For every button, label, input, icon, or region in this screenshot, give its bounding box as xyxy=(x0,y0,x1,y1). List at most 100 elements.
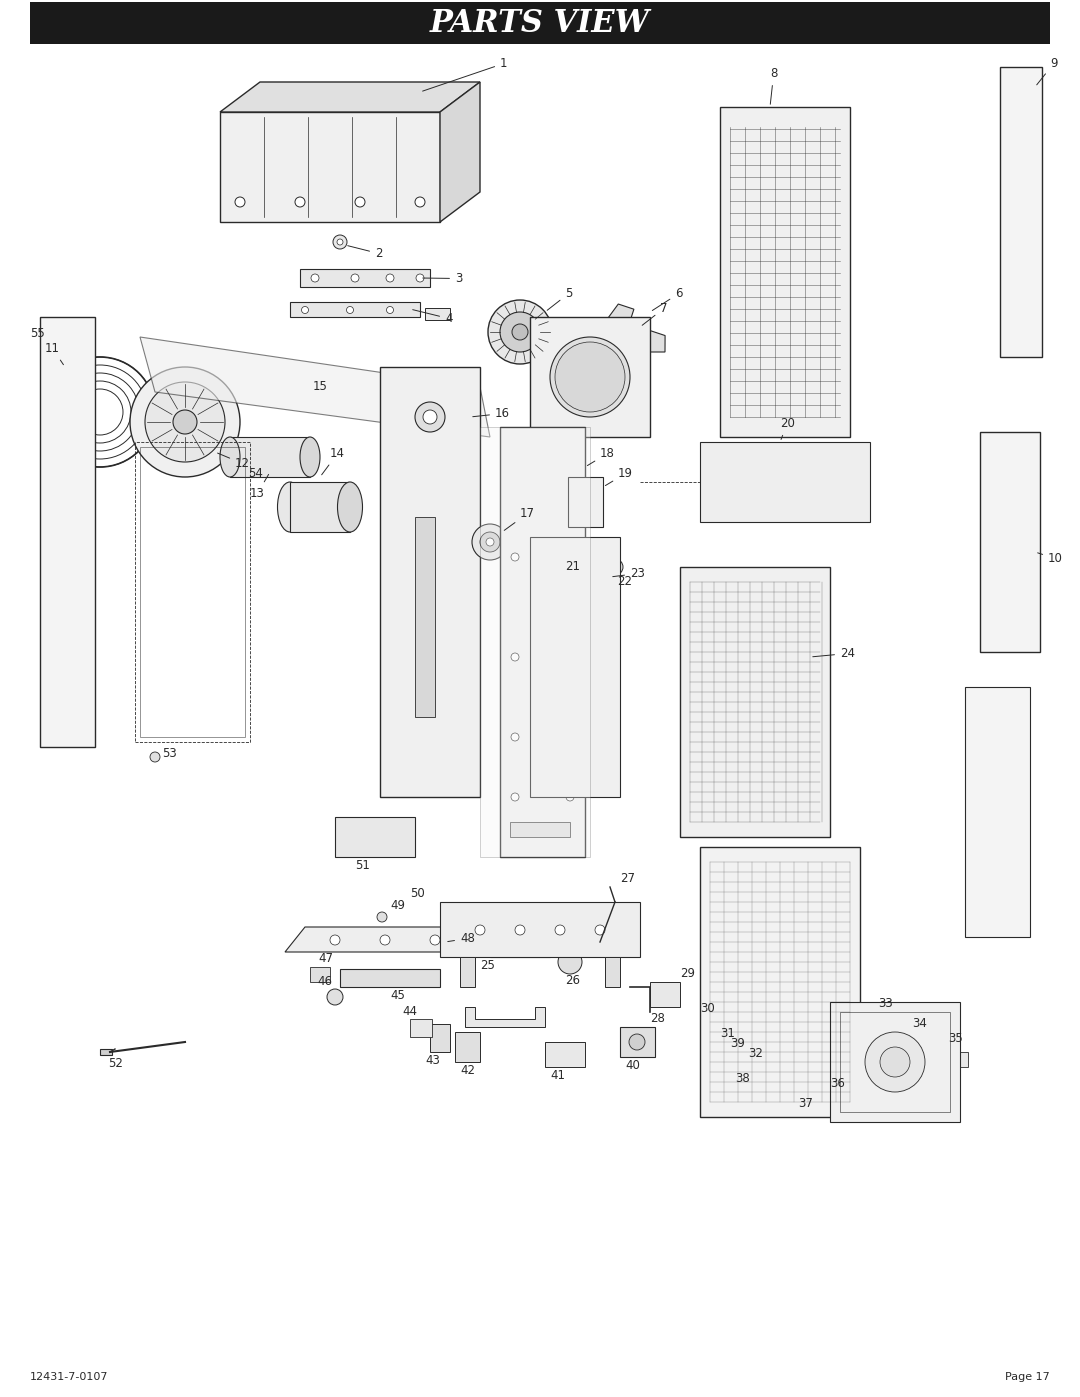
Circle shape xyxy=(333,235,347,249)
Text: 41: 41 xyxy=(550,1069,565,1083)
Circle shape xyxy=(475,925,485,935)
Polygon shape xyxy=(480,427,590,856)
Text: 9: 9 xyxy=(1037,57,1057,85)
Circle shape xyxy=(607,559,623,576)
Circle shape xyxy=(430,935,440,944)
Text: 24: 24 xyxy=(813,647,855,659)
Text: 42: 42 xyxy=(460,1065,475,1077)
Bar xyxy=(980,432,1040,652)
Text: 43: 43 xyxy=(426,1053,440,1067)
Circle shape xyxy=(511,652,519,661)
Bar xyxy=(800,1099,855,1112)
Text: 15: 15 xyxy=(312,380,327,394)
Polygon shape xyxy=(583,352,620,391)
Circle shape xyxy=(387,306,393,313)
Text: Page 17: Page 17 xyxy=(1005,1372,1050,1382)
Text: 52: 52 xyxy=(108,1058,123,1070)
Bar xyxy=(580,550,600,562)
Circle shape xyxy=(500,312,540,352)
Text: 51: 51 xyxy=(355,859,369,872)
Circle shape xyxy=(616,348,624,356)
Text: 46: 46 xyxy=(318,975,332,988)
Bar xyxy=(620,1027,654,1058)
Text: 55: 55 xyxy=(30,327,44,339)
Polygon shape xyxy=(620,330,665,352)
Polygon shape xyxy=(920,1027,945,1052)
Circle shape xyxy=(558,950,582,974)
Text: 37: 37 xyxy=(798,1097,813,1111)
Circle shape xyxy=(809,1104,815,1109)
Bar xyxy=(340,970,440,988)
Circle shape xyxy=(377,912,387,922)
Polygon shape xyxy=(607,305,634,352)
Bar xyxy=(300,270,430,286)
Text: 54: 54 xyxy=(248,467,262,481)
Text: 28: 28 xyxy=(650,1011,665,1025)
Circle shape xyxy=(488,300,552,365)
Text: 32: 32 xyxy=(748,1046,762,1060)
Bar xyxy=(650,982,680,1007)
Circle shape xyxy=(842,1104,848,1109)
Bar xyxy=(310,967,330,982)
Text: 25: 25 xyxy=(480,958,495,972)
Text: 10: 10 xyxy=(1038,552,1063,564)
Text: 17: 17 xyxy=(504,507,535,531)
Bar xyxy=(40,317,95,747)
Text: 18: 18 xyxy=(588,447,615,465)
Polygon shape xyxy=(620,352,650,395)
Text: 40: 40 xyxy=(625,1059,639,1071)
Circle shape xyxy=(150,752,160,761)
Ellipse shape xyxy=(300,437,320,476)
Text: 48: 48 xyxy=(448,932,475,944)
Bar xyxy=(426,307,450,320)
Bar xyxy=(140,447,245,738)
Text: 44: 44 xyxy=(402,1004,417,1018)
Circle shape xyxy=(566,553,573,562)
Text: 14: 14 xyxy=(322,447,345,475)
Circle shape xyxy=(415,197,426,207)
Circle shape xyxy=(330,935,340,944)
Text: 21: 21 xyxy=(565,560,580,573)
Circle shape xyxy=(486,538,494,546)
Circle shape xyxy=(327,989,343,1004)
Bar xyxy=(415,517,435,717)
Bar xyxy=(700,847,860,1118)
Circle shape xyxy=(550,337,630,416)
Bar xyxy=(30,1,1050,43)
Circle shape xyxy=(355,197,365,207)
Bar xyxy=(730,1090,748,1102)
Ellipse shape xyxy=(337,482,363,532)
Circle shape xyxy=(610,342,630,362)
Text: 50: 50 xyxy=(410,887,424,900)
Circle shape xyxy=(480,532,500,552)
Text: 2: 2 xyxy=(348,246,382,260)
Bar xyxy=(568,476,603,527)
Text: 12: 12 xyxy=(217,453,249,469)
Bar xyxy=(680,567,831,837)
Text: 36: 36 xyxy=(831,1077,845,1090)
Circle shape xyxy=(865,1032,924,1092)
Circle shape xyxy=(566,793,573,800)
Circle shape xyxy=(295,197,305,207)
Polygon shape xyxy=(465,1007,545,1027)
Text: 45: 45 xyxy=(390,989,405,1002)
Text: 4: 4 xyxy=(413,310,453,326)
Text: PARTS VIEW: PARTS VIEW xyxy=(430,7,650,39)
Circle shape xyxy=(301,306,309,313)
Text: 27: 27 xyxy=(620,872,635,886)
Bar xyxy=(490,937,550,957)
Bar xyxy=(700,441,870,522)
Text: 11: 11 xyxy=(45,342,64,365)
Text: 49: 49 xyxy=(390,900,405,912)
Text: 8: 8 xyxy=(770,67,778,105)
Text: 1: 1 xyxy=(422,57,508,91)
Text: 38: 38 xyxy=(735,1071,750,1085)
Circle shape xyxy=(880,1046,910,1077)
Bar xyxy=(455,1032,480,1062)
Text: 26: 26 xyxy=(565,974,580,988)
Circle shape xyxy=(235,197,245,207)
Circle shape xyxy=(511,553,519,562)
Circle shape xyxy=(416,274,424,282)
Text: 6: 6 xyxy=(652,286,683,310)
Circle shape xyxy=(337,239,343,244)
